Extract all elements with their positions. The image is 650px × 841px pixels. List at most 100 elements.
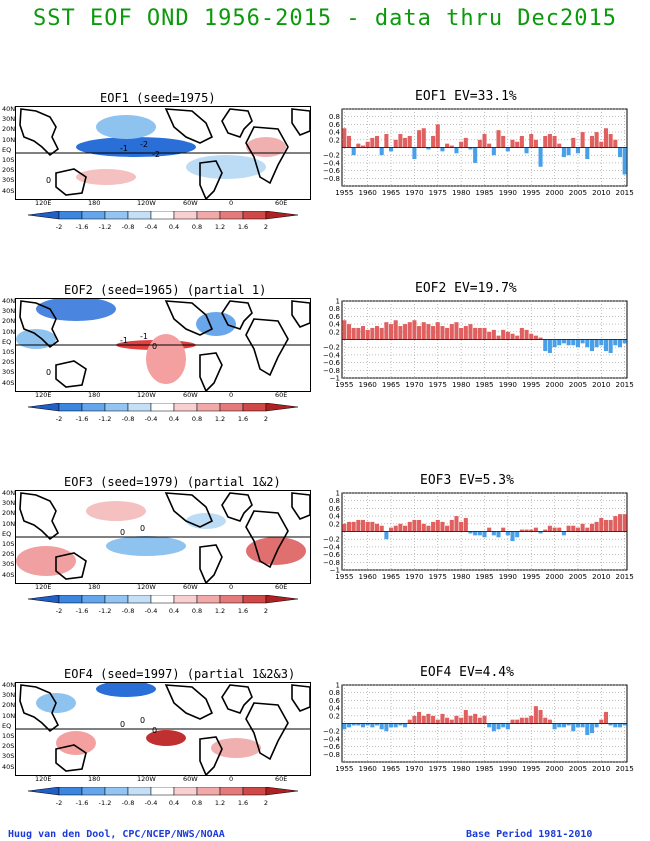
latitude-label: EQ xyxy=(2,145,12,154)
bar-1990 xyxy=(505,723,510,730)
eof4-colorbar: -2 -1.6 -1.2 -0.8 -0.4 0.4 0.8 1.2 1.6 2 xyxy=(27,786,299,809)
eof2-sst-map: -1 -1 0 0 xyxy=(15,298,311,392)
colorbar-tick-label: 1.2 xyxy=(215,223,225,231)
bar-1981 xyxy=(463,137,468,148)
bar-1995 xyxy=(529,715,534,724)
colorbar-segment xyxy=(242,210,267,220)
page-title: SST EOF OND 1956-2015 - data thru Dec201… xyxy=(32,6,618,31)
bar-2007 xyxy=(585,723,590,736)
x-tick-label: 2010 xyxy=(592,764,611,773)
eof3-colorbar: -2 -1.6 -1.2 -0.8 -0.4 0.4 0.8 1.2 1.6 2 xyxy=(27,594,299,617)
bar-1964 xyxy=(384,322,389,340)
bar-2014 xyxy=(617,339,623,348)
longitude-label: 60E xyxy=(275,391,288,399)
bar-2014 xyxy=(617,723,623,728)
colorbar-tick-label: -0.4 xyxy=(145,799,158,807)
bar-1989 xyxy=(501,329,506,340)
latitude-label: 40N xyxy=(2,681,16,689)
colorbar-segment xyxy=(173,402,198,412)
eof1-colorbar: -2 -1.6 -1.2 -0.8 -0.4 0.4 0.8 1.2 1.6 2 xyxy=(27,210,299,233)
y-tick-label: −1 xyxy=(330,567,340,575)
colorbar-segment xyxy=(242,594,267,604)
bar-1968 xyxy=(403,723,408,728)
colorbar-segment xyxy=(58,402,83,412)
longitude-label: 0 xyxy=(229,583,234,591)
colorbar-svg: -2 -1.6 -1.2 -0.8 -0.4 0.4 0.8 1.2 1.6 2 xyxy=(27,210,299,231)
colorbar-tick-label: -2 xyxy=(56,415,62,423)
longitude-label: 0 xyxy=(229,199,234,207)
eof1-timeseries-chart: −0.8 −0.6 −0.4 −0.2 0.2 0.4 0.6 0.8 1955 1960 1965… xyxy=(320,106,638,210)
bar-1962 xyxy=(375,135,380,148)
y-tick-label: −0.4 xyxy=(323,543,341,551)
bar-1965 xyxy=(389,147,394,152)
bar-2007 xyxy=(585,339,590,348)
coastline xyxy=(291,108,310,136)
colorbar-tick-label: 0.8 xyxy=(192,223,202,231)
colorbar-segment xyxy=(173,786,198,796)
bar-1992 xyxy=(515,141,520,148)
coastline xyxy=(291,684,310,712)
colorbar-segment xyxy=(58,594,83,604)
bar-1983 xyxy=(473,147,478,163)
bar-1955 xyxy=(342,128,347,148)
bar-1984 xyxy=(477,327,482,340)
colorbar-tick-label: -1.6 xyxy=(76,415,89,423)
bar-1956 xyxy=(346,521,352,532)
colorbar-segment xyxy=(150,786,175,796)
coastline xyxy=(55,552,87,580)
x-tick-label: 1980 xyxy=(452,764,471,773)
bar-1996 xyxy=(533,706,538,724)
bar-1993 xyxy=(519,717,524,724)
bar-2010 xyxy=(599,339,604,346)
colorbar-segment xyxy=(265,594,299,604)
bar-1999 xyxy=(547,339,552,353)
bar-1993 xyxy=(519,529,524,532)
colorbar-segment xyxy=(265,402,299,412)
footer-author: Huug van den Dool, CPC/NCEP/NWS/NOAA xyxy=(8,829,225,840)
bar-1985 xyxy=(482,531,487,538)
y-tick-label: 0.6 xyxy=(329,697,341,705)
x-tick-label: 1985 xyxy=(475,764,493,773)
bar-1960 xyxy=(365,141,370,148)
y-tick-label: −0.4 xyxy=(323,159,341,167)
bar-2005 xyxy=(575,723,580,728)
eof3-anomaly-region xyxy=(246,537,306,565)
bar-1975 xyxy=(435,124,440,148)
timeseries-svg: −0.8−0.6−0.4−0.2 0.20.40.60.81 1955 1960 196… xyxy=(323,682,634,774)
coastline xyxy=(245,126,289,185)
eof1-anomaly-region xyxy=(246,137,286,157)
latitude-label: 20N xyxy=(2,509,16,518)
bar-2003 xyxy=(566,525,571,532)
contour-label: 0 xyxy=(46,176,51,185)
x-tick-label: 2010 xyxy=(592,380,611,389)
x-tick-label: 2015 xyxy=(616,572,634,581)
bar-2014 xyxy=(617,514,623,532)
eof2-colorbar: -2 -1.6 -1.2 -0.8 -0.4 0.4 0.8 1.2 1.6 2 xyxy=(27,402,299,425)
eof2-map-svg: -1 -1 0 0 xyxy=(16,299,310,391)
longitude-label: 120W xyxy=(137,775,156,783)
bar-1986 xyxy=(487,331,492,340)
eof2-timeseries-chart: −1 −0.8 −0.6 −0.4 −0.2 0.2 0.4 0.6 0.8 1 1955 1960 1… xyxy=(320,298,638,402)
eof3-ts-title: EOF3 EV=5.3% xyxy=(420,473,514,488)
coastline xyxy=(199,160,223,199)
bar-1978 xyxy=(449,324,454,340)
bar-1984 xyxy=(477,139,482,148)
bar-1964 xyxy=(384,531,389,540)
colorbar-tick-label: 1.2 xyxy=(215,799,225,807)
bar-1956 xyxy=(346,324,352,340)
longitude-label: 180 xyxy=(88,583,101,591)
bar-2001 xyxy=(557,527,562,532)
bar-2009 xyxy=(594,132,599,148)
latitude-label: 20S xyxy=(2,166,15,175)
bar-1977 xyxy=(445,525,450,532)
eof4-map-title: EOF4 (seed=1997) (partial 1&2&3) xyxy=(64,667,296,681)
eof2-anomaly-region xyxy=(196,312,236,336)
longitude-label: 120E xyxy=(35,775,52,783)
bar-1989 xyxy=(501,723,506,728)
coastline xyxy=(221,300,253,330)
bar-1987 xyxy=(491,723,496,732)
bar-1962 xyxy=(375,723,380,726)
latitude-label: 40N xyxy=(2,297,16,305)
bar-1964 xyxy=(384,723,389,732)
